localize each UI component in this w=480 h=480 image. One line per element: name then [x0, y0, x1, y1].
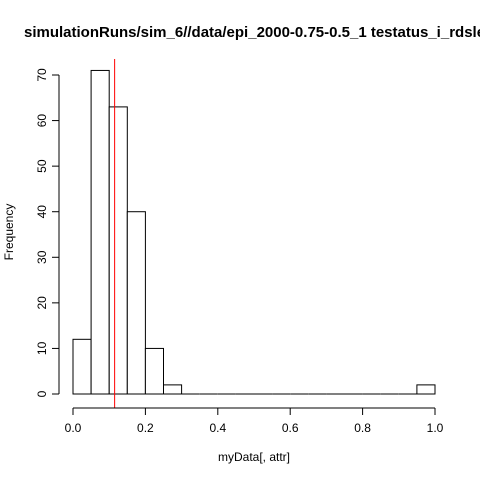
histogram-bar-1: [90, 69, 110, 395]
histogram-bar-0: [72, 338, 92, 395]
y-tick-label-6: 60: [35, 114, 49, 128]
x-axis-label: myData[, attr]: [218, 450, 290, 464]
y-tick-label-4: 40: [35, 205, 49, 219]
x-axis: 0.0 0.2 0.4 0.6 0.8 1.0: [65, 407, 444, 435]
x-tick-label-5: 1.0: [427, 421, 444, 435]
y-tick-label-5: 50: [35, 159, 49, 173]
histogram-bars: [72, 69, 436, 395]
y-tick-label-0: 0: [35, 390, 49, 397]
histogram-bar-5: [163, 384, 183, 395]
y-axis-label: Frequency: [2, 204, 16, 261]
histogram-bar-2: [108, 106, 128, 395]
histogram-bar-4: [144, 347, 164, 395]
y-tick-label-7: 70: [35, 68, 49, 82]
x-tick-label-3: 0.6: [282, 421, 299, 435]
y-axis: 0 10 20 30 40 50 60 70: [35, 68, 60, 397]
histogram-bar-19: [416, 384, 436, 395]
y-tick-label-2: 20: [35, 296, 49, 310]
chart-title: simulationRuns/sim_6//data/epi_2000-0.75…: [24, 24, 480, 41]
histogram-bar-3: [126, 211, 146, 395]
x-tick-label-1: 0.2: [137, 421, 154, 435]
x-tick-label-2: 0.4: [209, 421, 226, 435]
x-tick-label-0: 0.0: [65, 421, 82, 435]
y-tick-label-1: 10: [35, 341, 49, 355]
y-tick-label-3: 30: [35, 250, 49, 264]
x-tick-label-4: 0.8: [354, 421, 371, 435]
